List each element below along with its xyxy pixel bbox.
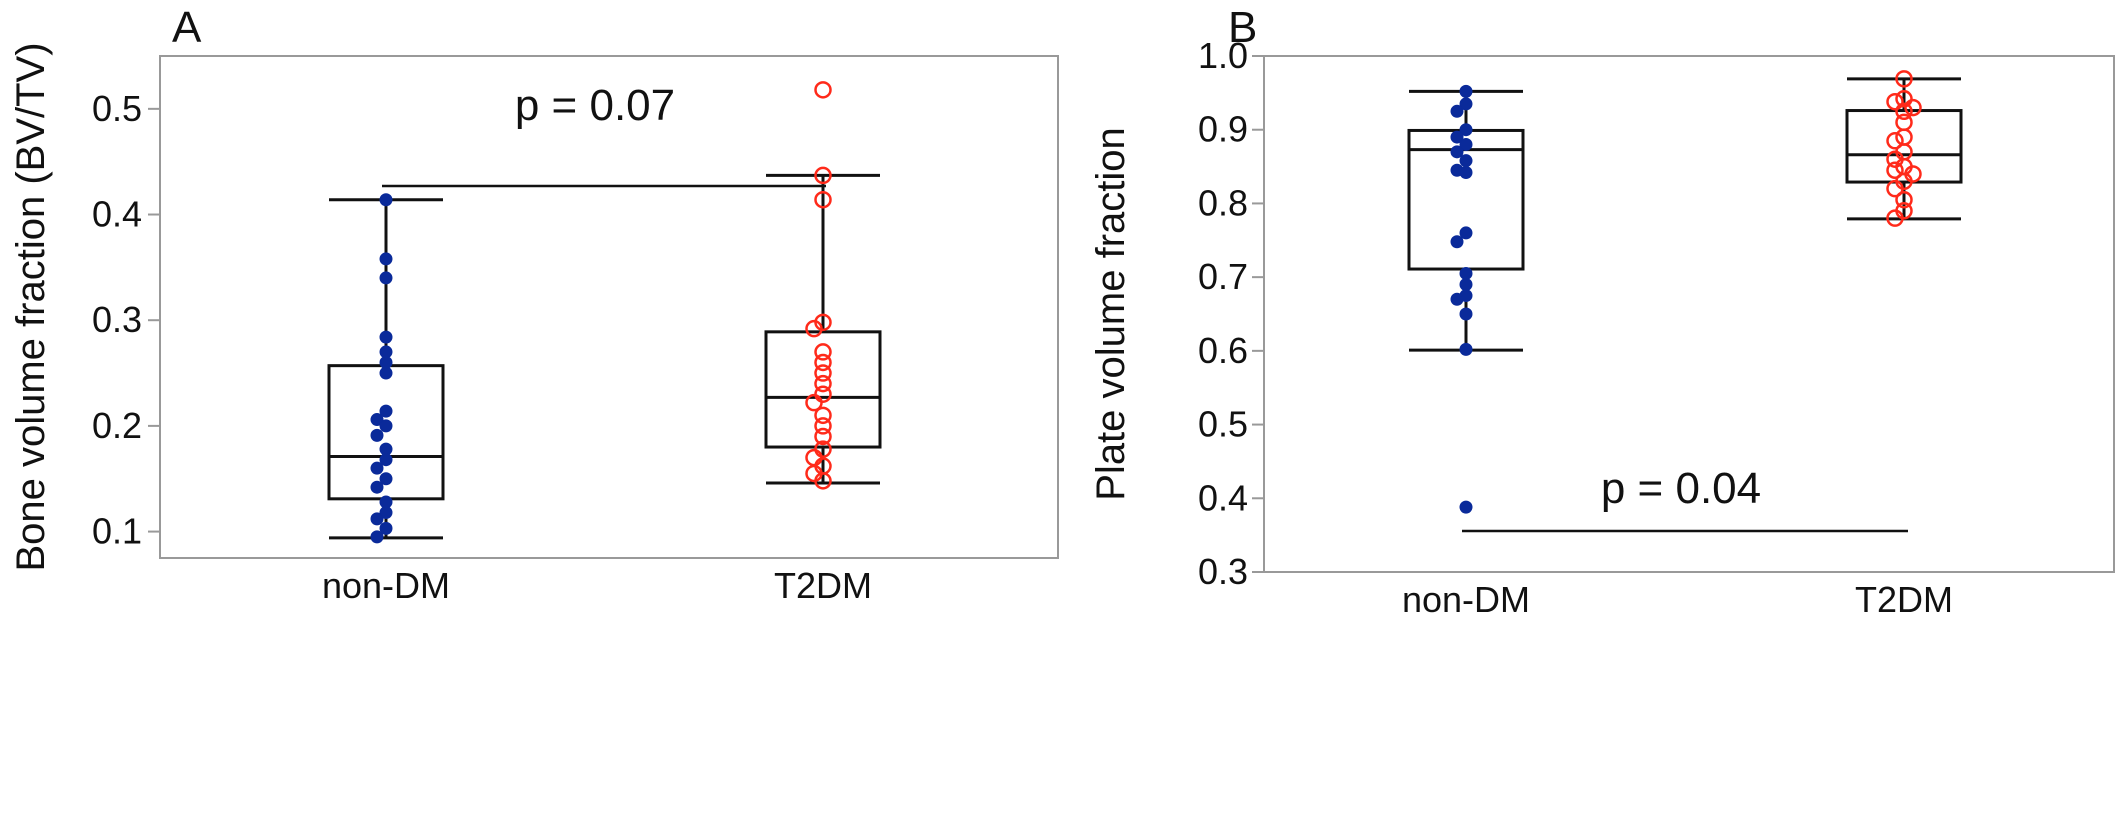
panel-a-t2dm-data-point (814, 364, 832, 382)
panel-b-xtick-label: non-DM (1402, 579, 1530, 620)
panel-a-xtick-label: non-DM (322, 565, 450, 606)
panel-b-non-dm-data-point (1459, 84, 1473, 98)
panel-a-non-dm-data-point (370, 428, 384, 442)
panel-a-t2dm-data-point (814, 472, 832, 490)
panel-b-t2dm-data-point (1895, 102, 1913, 121)
panel-b-t2dm-data-point (1886, 209, 1904, 227)
panel-a: A Bone volume fraction (BV/TV) p = 0.07 … (9, 3, 1059, 606)
panel-a-non-dm-data-point (379, 193, 393, 207)
panel-b-ytick-label: 1.0 (1198, 35, 1248, 76)
panel-b-non-dm-data-point (1459, 342, 1473, 356)
panel-a-non-dm-data-point (370, 530, 384, 544)
panel-b-non-dm-data-point (1459, 154, 1473, 168)
panel-a-ytick-label: 0.4 (92, 194, 142, 235)
panel-a-ytick-label: 0.1 (92, 511, 142, 552)
panel-a-letter: A (172, 3, 202, 52)
panel-b-t2dm-data-point (1904, 98, 1922, 117)
panel-a-t2dm-data-point (814, 166, 832, 185)
panel-b-non-dm-box (1407, 128, 1525, 271)
panel-a-t2dm-data-point (814, 343, 832, 361)
panel-a-t2dm-data-point (814, 81, 832, 99)
panel-a-non-dm-data-point (379, 419, 393, 433)
panel-a-t2dm-data-point (814, 417, 832, 435)
panel-a-non-dm-data-point (379, 404, 393, 418)
panel-b-ytick-label: 0.9 (1198, 109, 1248, 150)
panel-a-xtick-label: T2DM (774, 565, 872, 606)
panel-b-letter: B (1228, 3, 1257, 52)
panel-a-non-dm-data-point (379, 271, 393, 285)
panel-b-xtick-label: T2DM (1855, 579, 1953, 620)
panel-b-non-dm-data-point (1459, 226, 1473, 240)
panel-b-non-dm-data-point (1459, 137, 1473, 151)
panel-a-t2dm-data-point (805, 393, 823, 412)
panel-b-t2dm-data-point (1895, 90, 1913, 108)
panel-a-ytick-label: 0.5 (92, 88, 142, 129)
panel-a-t2dm-data-point (814, 427, 832, 446)
panel-b-ytick-label: 0.8 (1198, 182, 1248, 223)
panel-a-t2dm-data-point (805, 448, 823, 467)
panel-b-t2dm-data-point (1886, 132, 1904, 150)
panel-b-plot-frame (1263, 55, 2115, 573)
panel-b-t2dm-data-point (1895, 190, 1913, 209)
panel-b-ytick-label: 0.5 (1198, 404, 1248, 445)
panel-b-non-dm-data-point (1459, 266, 1473, 280)
panel-a-t2dm-box (764, 330, 882, 449)
panel-b-non-dm-data-point (1459, 500, 1473, 514)
panel-b-t2dm-box (1845, 109, 1963, 184)
panel-b-t2dm-data-point (1895, 113, 1913, 132)
panel-b-non-dm-data-point (1459, 165, 1473, 179)
panel-b-t2dm-data-point (1886, 161, 1904, 180)
panel-b-non-dm-data-point (1450, 145, 1464, 159)
panel-b-t2dm-data-point (1886, 179, 1904, 198)
panel-a-p-value: p = 0.07 (515, 81, 675, 130)
panel-b-ylabel: Plate volume fraction (1089, 127, 1133, 501)
panel-a-non-dm-data-point (379, 453, 393, 467)
panel-a-ylabel: Bone volume fraction (BV/TV) (9, 42, 53, 571)
panel-b-ytick-label: 0.6 (1198, 330, 1248, 371)
panel-a-non-dm-data-point (370, 512, 384, 526)
panel-b-t2dm-data-point (1895, 128, 1913, 146)
panel-a-t2dm-data-point (805, 319, 823, 338)
panel-b-ytick-label: 0.3 (1198, 551, 1248, 592)
panel-b-t2dm-data-point (1895, 70, 1913, 88)
panel-a-t2dm-data-point (814, 385, 832, 403)
panel-a-t2dm-data-point (814, 190, 832, 209)
panel-a-non-dm-data-point (379, 472, 393, 486)
panel-a-t2dm-data-point (814, 374, 832, 393)
panel-b-ytick-label: 0.7 (1198, 256, 1248, 297)
panel-b-non-dm-data-point (1450, 130, 1464, 144)
panel-a-non-dm-data-point (379, 366, 393, 380)
panel-a-non-dm-data-point (379, 521, 393, 535)
panel-b-non-dm-data-point (1450, 235, 1464, 249)
panel-b-non-dm-data-point (1459, 278, 1473, 292)
panel-b-non-dm-data-point (1450, 104, 1464, 118)
panel-a-ytick-label: 0.2 (92, 405, 142, 446)
panel-a-t2dm-data-point (814, 353, 832, 372)
panel-a-non-dm-data-point (379, 330, 393, 344)
panel-a-non-dm-data-point (379, 506, 393, 520)
panel-b-non-dm-data-point (1450, 292, 1464, 306)
panel-a-non-dm-data-point (370, 413, 384, 427)
panel-a-non-dm-data-point (370, 461, 384, 475)
panel-a-non-dm-data-point (379, 252, 393, 266)
panel-a-ytick-label: 0.3 (92, 299, 142, 340)
panel-b-t2dm-data-point (1886, 92, 1904, 111)
panel-b-non-dm-data-point (1459, 123, 1473, 137)
panel-b-ytick-label: 0.4 (1198, 477, 1248, 518)
panel-b-p-value: p = 0.04 (1601, 464, 1761, 513)
panel-a-plot-frame (159, 55, 1059, 559)
panel-b-non-dm-data-point (1459, 307, 1473, 321)
panel-a-t2dm-data-point (814, 406, 832, 425)
panel-b: B Plate volume fraction p = 0.04 0.3 0.4 0… (1089, 3, 2115, 620)
panel-b-non-dm-data-point (1459, 97, 1473, 111)
panel-a-non-dm-data-point (370, 480, 384, 494)
